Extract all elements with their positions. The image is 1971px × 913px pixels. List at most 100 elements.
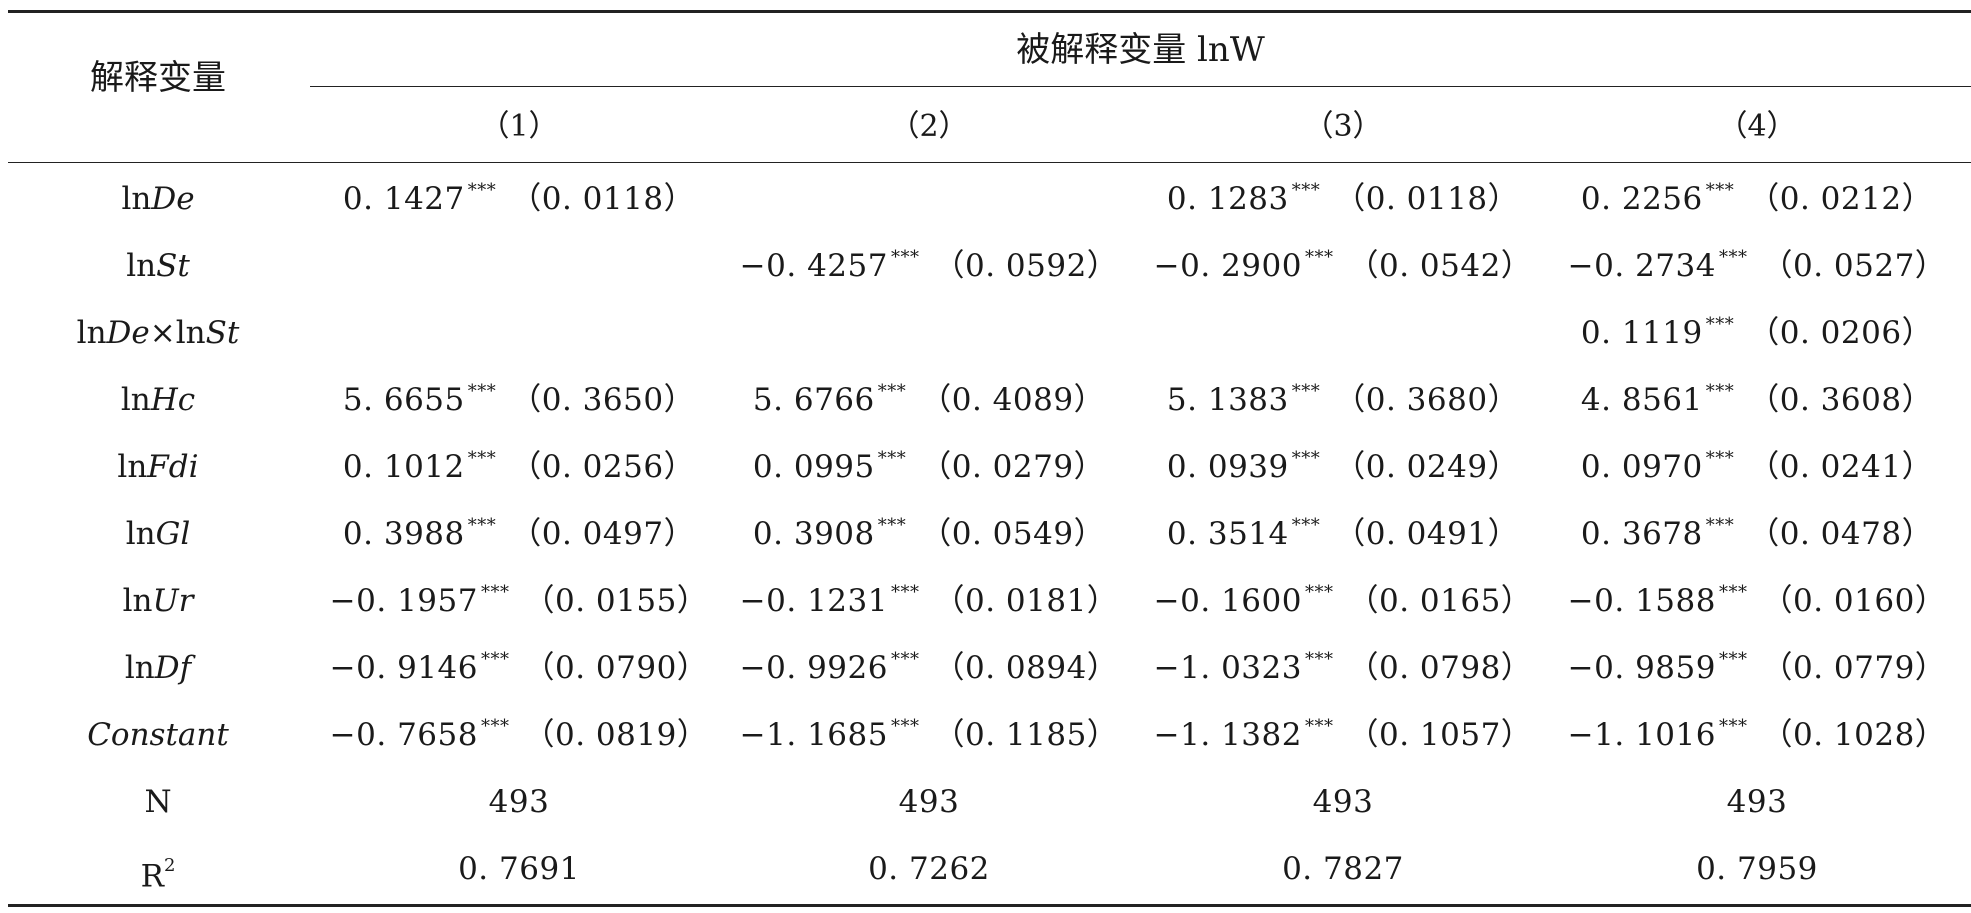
significance-stars: ***	[877, 448, 907, 469]
coefficient-cell: −0. 1231 *** （0. 0181）	[724, 568, 1134, 639]
coefficient-cell: 5. 1383 *** （0. 3680）	[1138, 367, 1548, 438]
standard-error: （0. 0779）	[1761, 650, 1947, 686]
coefficient-value: 0. 3514	[1166, 516, 1289, 552]
coefficient-cell: −0. 1957 *** （0. 0155）	[314, 568, 724, 639]
coefficient-value: −0. 1600	[1153, 583, 1302, 619]
coefficient-value: 5. 6655	[342, 382, 465, 418]
column-header-2: （2）	[889, 109, 969, 144]
coefficient-cell: 0. 1119 *** （0. 0206）	[1552, 300, 1962, 371]
significance-stars: ***	[480, 649, 510, 670]
coefficient-cell: −1. 1685 *** （0. 1185）	[724, 702, 1134, 773]
coefficient-value: 0. 0939	[1166, 449, 1289, 485]
coefficient-cell: 0. 3908 *** （0. 0549）	[724, 501, 1134, 572]
coefficient-value: 5. 1383	[1166, 382, 1289, 418]
table-row: lnHc 5. 6655 *** （0. 3650） 5. 6766 *** （0. 408…	[0, 367, 1971, 434]
r-squared-value: 0. 7691	[458, 851, 580, 887]
variable-name: lnDe	[121, 181, 195, 217]
dependent-variable-header: 被解释变量 lnW	[310, 30, 1971, 70]
coefficient-value: 0. 1012	[342, 449, 465, 485]
coefficient-cell: 4. 8561 *** （0. 3608）	[1552, 367, 1962, 438]
coefficient-cell: −0. 2734 *** （0. 0527）	[1552, 233, 1962, 304]
coefficient-value: −0. 1957	[329, 583, 478, 619]
coefficient-cell: 0. 1012 *** （0. 0256）	[314, 434, 724, 505]
coefficient-cell: 0. 1283 *** （0. 0118）	[1138, 166, 1548, 237]
table-row: lnDf −0. 9146 *** （0. 0790） −0. 9926 *** （0. 0…	[0, 635, 1971, 702]
table-row: Constant −0. 7658 *** （0. 0819） −1. 1685 *** （…	[0, 702, 1971, 769]
standard-error: （0. 1057）	[1347, 717, 1533, 753]
significance-stars: ***	[1304, 582, 1334, 603]
standard-error: （0. 0542）	[1347, 248, 1533, 284]
coefficient-value: 0. 1427	[342, 181, 465, 217]
significance-stars: ***	[1705, 515, 1735, 536]
coefficient-cell: −1. 1382 *** （0. 1057）	[1138, 702, 1548, 773]
coefficient-cell: 0. 2256 *** （0. 0212）	[1552, 166, 1962, 237]
coefficient-cell: −1. 1016 *** （0. 1028）	[1552, 702, 1962, 773]
significance-stars: ***	[1291, 180, 1321, 201]
top-rule	[8, 10, 1971, 13]
coefficient-cell: −0. 7658 *** （0. 0819）	[314, 702, 724, 773]
standard-error: （0. 3608）	[1748, 382, 1934, 418]
significance-stars: ***	[1291, 448, 1321, 469]
coefficient-value: −0. 9859	[1567, 650, 1716, 686]
standard-error: （0. 0256）	[510, 449, 696, 485]
table-row: N 493 493 493 493	[0, 769, 1971, 836]
coefficient-cell: −0. 4257 *** （0. 0592）	[724, 233, 1134, 304]
coefficient-cell: 0. 0939 *** （0. 0249）	[1138, 434, 1548, 505]
r-squared-value: 0. 7262	[868, 851, 990, 887]
coefficient-value: 0. 0995	[752, 449, 875, 485]
variable-name: lnSt	[126, 248, 190, 284]
coefficient-value: −1. 1382	[1153, 717, 1302, 753]
coefficient-value: −0. 1588	[1567, 583, 1716, 619]
r-squared-value: 0. 7827	[1282, 851, 1404, 887]
significance-stars: ***	[1705, 448, 1735, 469]
coefficient-cell: −0. 1600 *** （0. 0165）	[1138, 568, 1548, 639]
standard-error: （0. 0549）	[920, 516, 1106, 552]
standard-error: （0. 3680）	[1334, 382, 1520, 418]
coefficient-value: −0. 9146	[329, 650, 478, 686]
coefficient-cell: 0. 1427 *** （0. 0118）	[314, 166, 724, 237]
standard-error: （0. 0478）	[1748, 516, 1934, 552]
coefficient-cell: −0. 9859 *** （0. 0779）	[1552, 635, 1962, 706]
significance-stars: ***	[1705, 180, 1735, 201]
significance-stars: ***	[467, 381, 497, 402]
coefficient-value: −0. 2900	[1153, 248, 1302, 284]
coefficient-value: 0. 3908	[752, 516, 875, 552]
coefficient-value: 0. 1283	[1166, 181, 1289, 217]
standard-error: （0. 0181）	[933, 583, 1119, 619]
coefficient-cell: 0. 3678 *** （0. 0478）	[1552, 501, 1962, 572]
standard-error: （0. 3650）	[510, 382, 696, 418]
coefficient-value: 0. 3988	[342, 516, 465, 552]
n-value: 493	[1726, 784, 1788, 820]
table-row: lnDe 0. 1427 *** （0. 0118） 0. 1283 *** （0. 011…	[0, 166, 1971, 233]
coefficient-cell: 5. 6766 *** （0. 4089）	[724, 367, 1134, 438]
standard-error: （0. 0165）	[1347, 583, 1533, 619]
significance-stars: ***	[480, 716, 510, 737]
standard-error: （0. 0819）	[523, 717, 709, 753]
significance-stars: ***	[1304, 716, 1334, 737]
significance-stars: ***	[890, 247, 920, 268]
r-squared-base: R	[140, 858, 164, 895]
variable-name: lnDe×lnSt	[76, 315, 240, 351]
group-rule	[310, 86, 1971, 87]
standard-error: （0. 0894）	[933, 650, 1119, 686]
significance-stars: ***	[467, 180, 497, 201]
standard-error: （0. 1185）	[933, 717, 1119, 753]
standard-error: （0. 0206）	[1748, 315, 1934, 351]
significance-stars: ***	[890, 582, 920, 603]
significance-stars: ***	[890, 716, 920, 737]
coefficient-cell: −0. 9146 *** （0. 0790）	[314, 635, 724, 706]
standard-error: （0. 0527）	[1761, 248, 1947, 284]
standard-error: （0. 0241）	[1748, 449, 1934, 485]
coefficient-value: −0. 1231	[739, 583, 888, 619]
standard-error: （0. 0491）	[1334, 516, 1520, 552]
table-row: R2 0. 7691 0. 7262 0. 7827 0. 7959	[0, 836, 1971, 903]
bottom-rule	[8, 904, 1971, 907]
significance-stars: ***	[1718, 649, 1748, 670]
variable-name: lnDf	[124, 650, 192, 686]
coefficient-value: 0. 0970	[1580, 449, 1703, 485]
coefficient-value: −1. 1016	[1567, 717, 1716, 753]
coefficient-value: −0. 7658	[329, 717, 478, 753]
standard-error: （0. 0118）	[1334, 181, 1520, 217]
standard-error: （0. 0118）	[510, 181, 696, 217]
table-row: lnSt −0. 4257 *** （0. 0592） −0. 2900 *** （0. 0…	[0, 233, 1971, 300]
